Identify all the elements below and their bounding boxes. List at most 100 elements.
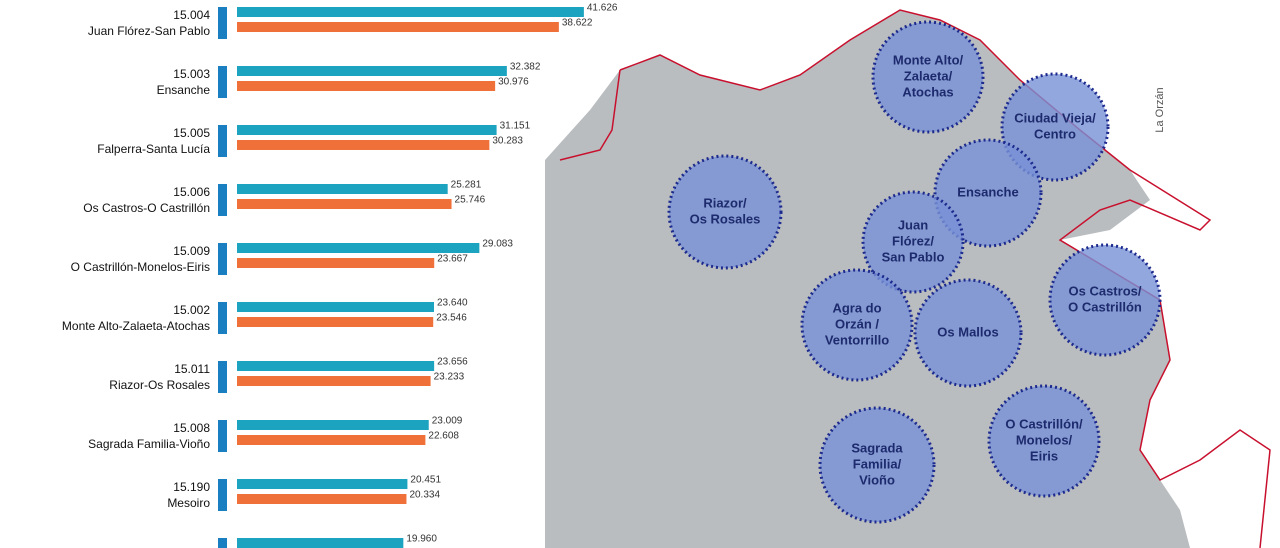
district-circle [818,406,936,524]
bar [237,81,496,91]
value-label: 32.382 [510,62,541,73]
district-label: Riazor/ [703,195,747,210]
district-name: O Castrillón-Monelos-Eiris [71,260,210,274]
bar [237,420,429,430]
district-circle [913,278,1023,388]
district-name: Mesoiro [167,496,210,510]
district-label: Agra do [832,300,881,315]
district-label: Zalaeta/ [904,68,953,83]
district-circle [1048,243,1162,357]
value-label: 29.083 [482,239,513,250]
bar [237,243,480,253]
compass-label: La Orzán [1154,87,1166,132]
postal-code: 15.002 [173,303,210,317]
postal-code: 15.008 [173,421,210,435]
bar [237,302,434,312]
district-label: O Castrillón [1068,299,1142,314]
bar [237,199,452,209]
district-label: Monelos/ [1016,432,1073,447]
value-label: 30.283 [492,136,523,147]
postal-code: 15.004 [173,8,210,22]
row-marker [218,538,227,548]
bar [237,140,490,150]
postal-code: 15.190 [173,480,210,494]
bar [237,494,407,504]
postal-code: 15.005 [173,126,210,140]
row-marker [218,7,227,39]
map: Monte Alto/Zalaeta/Atochas Ciudad Vieja/C… [667,20,1162,524]
district-name: Os Castros-O Castrillón [83,201,210,215]
bar [237,7,584,17]
value-label: 23.667 [437,254,468,265]
district-label: Flórez/ [892,233,934,248]
district-label: San Pablo [882,249,945,264]
district-label: Ensanche [957,184,1018,199]
district-label: Eiris [1030,448,1058,463]
district-label: Sagrada [851,440,903,455]
bar [237,125,497,135]
district-name: Riazor-Os Rosales [109,378,210,392]
value-label: 22.608 [428,431,459,442]
bar [237,22,559,32]
row-marker [218,243,227,275]
postal-code: 15.009 [173,244,210,258]
value-label: 23.546 [436,313,467,324]
district-label: O Castrillón/ [1005,416,1083,431]
district-label: Centro [1034,126,1076,141]
district-label: Juan [898,217,928,232]
row-marker [218,125,227,157]
district-name: Monte Alto-Zalaeta-Atochas [62,319,210,333]
bar [237,317,434,327]
district-label: Vioño [859,472,895,487]
bar [237,538,404,548]
district-label: Ventorrillo [825,332,889,347]
value-label: 30.976 [498,77,529,88]
district-circle [800,268,914,382]
value-label: 20.334 [409,490,440,501]
bar [237,361,435,371]
district-label: Atochas [902,84,953,99]
bar [237,435,426,445]
district-circle [861,190,965,294]
row-marker [218,361,227,393]
value-label: 23.640 [437,298,468,309]
value-label: 23.233 [434,372,465,383]
district-label: Os Castros/ [1069,283,1142,298]
row-marker [218,184,227,216]
district-circle [667,154,783,270]
bar [237,376,431,386]
district-circle [987,384,1101,498]
district-label: Ciudad Vieja/ [1014,110,1096,125]
bar [237,184,448,194]
row-marker [218,479,227,511]
row-marker [218,420,227,452]
value-label: 19.960 [406,534,437,545]
map-boundary [559,9,1271,548]
value-label: 23.656 [437,357,468,368]
district-circle [933,138,1043,248]
value-label: 38.622 [562,18,593,29]
district-name: Falperra-Santa Lucía [97,142,210,156]
bar [237,258,435,268]
value-label: 31.151 [500,121,531,132]
bar [237,479,408,489]
district-name: Juan Flórez-San Pablo [88,24,210,38]
value-label: 41.626 [587,3,618,14]
postal-code: 15.011 [174,362,210,376]
postal-code: 15.003 [173,67,210,81]
row-marker [218,302,227,334]
bar [237,66,507,76]
district-label: Familia/ [853,456,902,471]
district-label: Monte Alto/ [893,52,964,67]
district-name: Sagrada Familia-Vioño [88,437,210,451]
value-label: 25.746 [455,195,486,206]
district-circle [871,20,985,134]
value-label: 25.281 [451,180,482,191]
district-label: Os Mallos [937,324,998,339]
postal-code: 15.006 [173,185,210,199]
district-label: Orzán / [835,316,879,331]
district-circle [1000,72,1110,182]
district-label: Os Rosales [690,211,761,226]
value-label: 20.451 [410,475,441,486]
